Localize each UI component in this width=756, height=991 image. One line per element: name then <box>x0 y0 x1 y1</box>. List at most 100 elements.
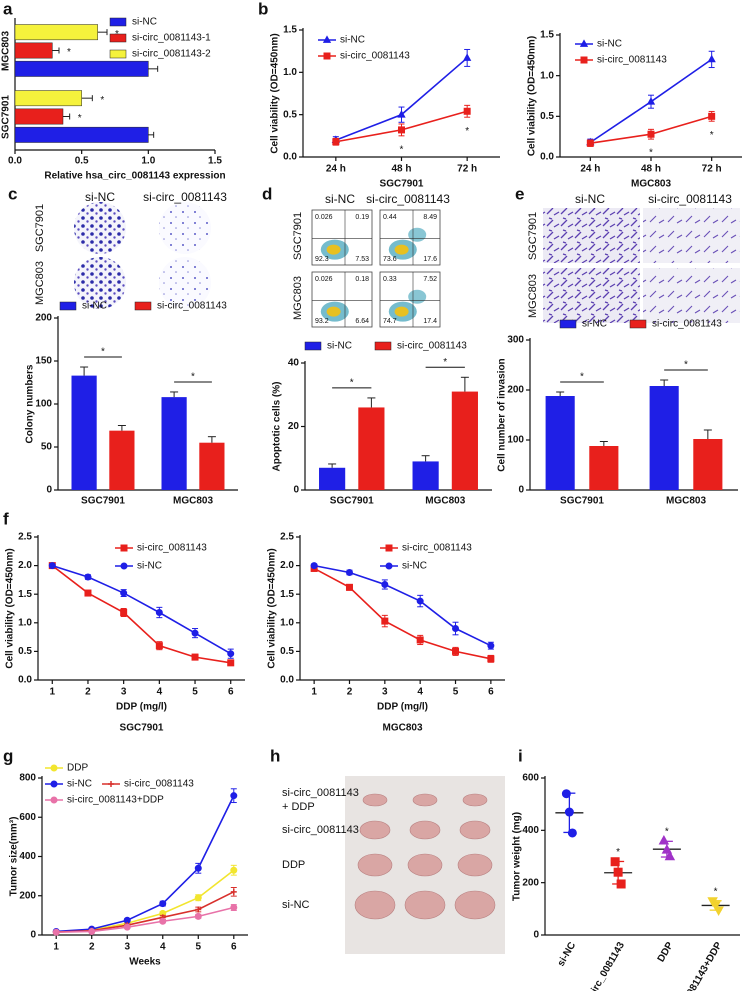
image-label: 7.52 <box>423 276 437 283</box>
bar <box>358 407 385 490</box>
marker <box>191 653 199 661</box>
image-label: 73.6 <box>383 256 397 263</box>
y-tick-label: 2.5 <box>280 532 294 543</box>
marker <box>616 879 626 889</box>
tumor <box>459 820 491 840</box>
marker <box>230 904 238 912</box>
tumor <box>354 890 396 920</box>
series-line <box>313 567 492 660</box>
x-tick-label: 1.0 <box>141 156 155 167</box>
x-axis-label: SGC7901 <box>380 179 424 190</box>
marker <box>159 900 167 908</box>
bar <box>161 397 187 490</box>
image-label: MGC803 <box>527 274 539 318</box>
bar <box>693 439 723 490</box>
marker <box>52 928 60 936</box>
legend-label: si-circ_0081143 <box>397 341 467 352</box>
bar <box>14 24 98 41</box>
marker <box>155 642 163 650</box>
image-label: 17.4 <box>423 318 437 325</box>
image-label: 17.6 <box>423 256 437 263</box>
x-tick-label: 3 <box>124 942 130 953</box>
y-tick-label: 100 <box>35 399 52 410</box>
tumor <box>412 793 438 807</box>
legend-label: si-circ_0081143 <box>157 301 227 312</box>
y-tick-label: 600 <box>522 773 539 784</box>
x-tick-label: 2 <box>347 687 353 698</box>
x-tick-label: 4 <box>160 942 166 953</box>
x-tick-label: 24 h <box>326 164 346 175</box>
marker <box>88 927 96 935</box>
marker <box>586 139 594 147</box>
x-tick-label: 1 <box>49 687 55 698</box>
y-tick-label: 1.5 <box>283 25 297 36</box>
bar <box>14 42 53 59</box>
y-axis-label: Cell number of invasion <box>497 358 508 471</box>
y-axis-label: Tumor weight (mg) <box>512 812 523 901</box>
significance: * <box>580 372 584 383</box>
y-axis-label: Cell viability (OD=450nm) <box>270 33 281 153</box>
tumor <box>362 793 388 807</box>
y-axis-label: Cell viability (OD=450nm) <box>527 36 538 156</box>
panel-label: a <box>3 0 13 18</box>
legend-swatch <box>109 17 127 27</box>
marker <box>194 912 202 920</box>
legend-label: si-circ_0081143 <box>597 55 667 66</box>
x-tick-label: 0.0 <box>8 156 22 167</box>
marker <box>610 857 620 867</box>
y-tick-label: 0 <box>30 930 36 941</box>
series-line <box>56 869 235 933</box>
x-tick-label: 4 <box>157 687 163 698</box>
flow-cloud <box>394 244 409 255</box>
marker <box>195 906 202 913</box>
marker <box>398 126 405 134</box>
y-axis-label: Cell viability (OD=450nm) <box>5 548 16 668</box>
marker <box>120 562 128 570</box>
x-tick-label: MGC803 <box>173 496 213 507</box>
legend-label: si-circ_0081143-2 <box>132 49 211 60</box>
y-tick-label: 2.0 <box>280 560 294 571</box>
marker <box>310 562 318 570</box>
marker <box>108 781 114 787</box>
invasion-image <box>543 208 640 263</box>
marker <box>191 629 199 637</box>
image-label: SGC7901 <box>527 212 539 260</box>
image-label: MGC803 <box>34 261 46 305</box>
marker <box>646 97 656 105</box>
marker <box>487 655 495 663</box>
marker <box>561 789 571 799</box>
tumor <box>409 820 441 840</box>
bar <box>14 60 149 77</box>
y-tick-label: 0.5 <box>18 646 32 657</box>
y-tick-label: 200 <box>507 385 524 396</box>
marker <box>416 597 424 605</box>
legend-label: si-NC <box>132 17 157 28</box>
bar <box>589 446 619 490</box>
series-line <box>52 564 232 655</box>
x-tick-label: SGC7901 <box>560 496 604 507</box>
legend-swatch <box>304 341 322 351</box>
y-tick-label: 1.5 <box>540 30 554 41</box>
marker <box>230 888 237 895</box>
bar <box>649 386 679 490</box>
bar <box>545 396 575 490</box>
marker <box>50 780 58 788</box>
image-label: 93.2 <box>315 318 329 325</box>
y-tick-label: 200 <box>19 890 36 901</box>
legend-label: si-NC <box>137 561 162 572</box>
y-tick-label: 800 <box>19 773 36 784</box>
significance: * <box>684 360 688 371</box>
legend-label: si-NC <box>402 561 427 572</box>
marker <box>48 562 56 570</box>
flow-cloud <box>326 244 341 255</box>
marker <box>230 866 238 874</box>
significance: * <box>100 95 104 106</box>
tumor <box>462 793 488 807</box>
significance: * <box>649 148 653 159</box>
y-tick-label: 0.5 <box>283 109 297 120</box>
y-tick-label: 2.0 <box>18 560 32 571</box>
series-line <box>56 795 235 933</box>
x-tick-label: si-NC <box>556 940 579 968</box>
marker <box>708 112 716 120</box>
tumor <box>457 853 493 877</box>
